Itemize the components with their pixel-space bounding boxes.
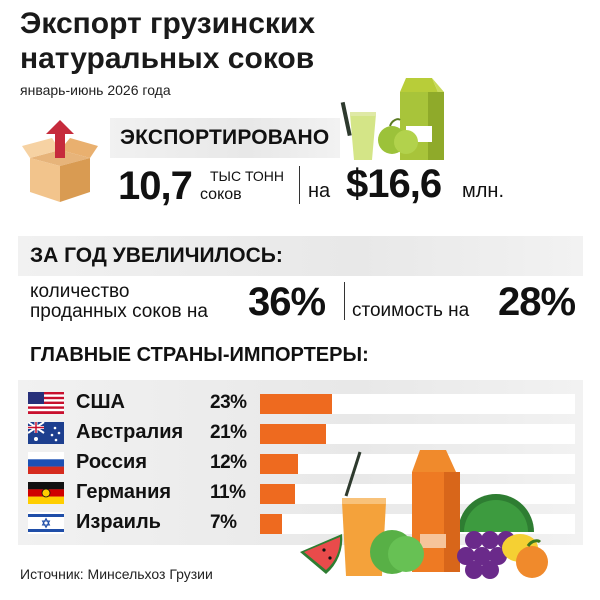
export-box-icon: [22, 120, 98, 202]
australia-flag-icon: [28, 422, 64, 444]
germany-flag-icon: [28, 482, 64, 504]
export-volume: 10,7: [118, 164, 193, 208]
exported-band: [110, 118, 340, 158]
value-prefix: на: [308, 180, 331, 202]
year-growth-label: ЗА ГОД УВЕЛИЧИЛОСЬ:: [30, 244, 283, 267]
bar: [260, 484, 295, 504]
year-growth-band: [18, 236, 583, 276]
title-line-1: Экспорт грузинских: [20, 7, 316, 40]
bar: [260, 454, 298, 474]
data-label: 12%: [210, 452, 247, 473]
value-unit: млн.: [462, 180, 505, 202]
country-label: Германия: [76, 481, 172, 503]
volume-unit-line1: тыс тонн: [210, 168, 284, 184]
quantity-text: количество проданных соков на: [30, 282, 208, 322]
divider: [344, 282, 345, 320]
usa-flag-icon: [28, 392, 64, 414]
cost-percent: 28%: [498, 280, 576, 324]
importers-label: ГЛАВНЫЕ СТРАНЫ-ИМПОРТЕРЫ:: [30, 344, 369, 366]
bar-track: [260, 424, 575, 444]
quantity-line-2: проданных соков на: [30, 301, 208, 322]
divider: [299, 166, 300, 204]
bar-track: [260, 394, 575, 414]
data-label: 23%: [210, 392, 247, 413]
bar-row-usa: США 23%: [0, 388, 600, 418]
volume-unit-line2: соков: [200, 186, 242, 203]
source-note: Источник: Минсельхоз Грузии: [20, 566, 213, 582]
page-title: Экспорт грузинских натуральных соков: [20, 6, 315, 76]
data-label: 21%: [210, 422, 247, 443]
data-label: 7%: [210, 512, 237, 533]
bar: [260, 424, 327, 444]
quantity-line-1: количество: [30, 281, 130, 302]
exported-label: ЭКСПОРТИРОВАНО: [120, 126, 330, 149]
bar-row-australia: Австралия 21%: [0, 418, 600, 448]
country-label: США: [76, 391, 125, 413]
country-label: Россия: [76, 451, 148, 473]
israel-flag-icon: [28, 512, 64, 534]
data-label: 11%: [210, 482, 246, 503]
bar: [260, 514, 283, 534]
subtitle: январь-июнь 2026 года: [20, 82, 171, 98]
juice-packs-icon: [340, 78, 444, 160]
bar: [260, 394, 333, 414]
quantity-percent: 36%: [248, 280, 326, 324]
export-value: $16,6: [346, 162, 442, 206]
cost-text: стоимость на: [352, 300, 470, 321]
country-label: Израиль: [76, 511, 161, 533]
country-label: Австралия: [76, 421, 184, 443]
russia-flag-icon: [28, 452, 64, 474]
title-line-2: натуральных соков: [20, 42, 315, 75]
fruits-illustration-icon: [300, 450, 548, 579]
